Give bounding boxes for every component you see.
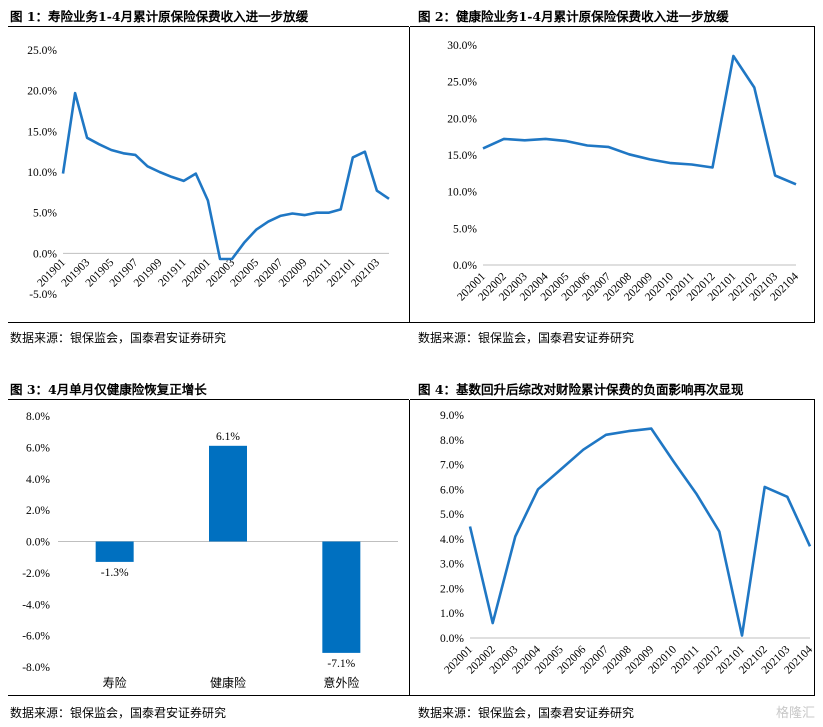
y-tick-label: 6.0% bbox=[440, 484, 464, 496]
chart3-title: 图 3：4月单月仅健康险恢复正增长 bbox=[10, 382, 207, 397]
y-tick-label: 4.0% bbox=[440, 534, 464, 546]
y-tick-label: 5.0% bbox=[440, 509, 464, 521]
series-line bbox=[61, 91, 390, 261]
y-tick-label: 6.0% bbox=[26, 442, 50, 454]
y-tick-label: 4.0% bbox=[26, 474, 50, 486]
chart2-source: 数据来源：银保监会，国泰君安证券研究 bbox=[418, 331, 635, 345]
frame-bottom-top bbox=[8, 322, 815, 323]
y-tick-label: -4.0% bbox=[22, 599, 50, 611]
chart3-april-bar: -8.0% -6.0% -4.0% -2.0% 0.0% 2.0% 4.0% 6.0% 8.0%… bbox=[22, 411, 398, 690]
y-tick-label: 8.0% bbox=[26, 411, 50, 423]
y-tick-label: 10.0% bbox=[447, 187, 477, 199]
chart4-property-insurance-line: 0.0% 1.0% 2.0% 3.0% 4.0% 5.0% 6.0% 7.0% 8.0% 9.0%… bbox=[440, 410, 814, 677]
frame-bottom-bottom bbox=[8, 695, 815, 696]
chart3-source: 数据来源：银保监会，国泰君安证券研究 bbox=[10, 706, 227, 720]
watermark-logo: 格隆汇 bbox=[775, 706, 815, 721]
category-label: 寿险 bbox=[103, 675, 127, 690]
bar-data-label: 6.1% bbox=[216, 431, 240, 443]
y-tick-label: -5.0% bbox=[29, 289, 57, 301]
y-tick-label: 3.0% bbox=[440, 559, 464, 571]
y-tick-label: 2.0% bbox=[26, 505, 50, 517]
y-tick-label: 25.0% bbox=[447, 77, 477, 89]
y-tick-label: 5.0% bbox=[33, 208, 57, 220]
y-tick-label: 10.0% bbox=[27, 167, 57, 179]
y-tick-label: 0.0% bbox=[440, 633, 464, 645]
y-tick-label: 20.0% bbox=[27, 86, 57, 98]
series-line bbox=[468, 427, 812, 637]
bar-data-label: -1.3% bbox=[101, 567, 129, 579]
chart2-title-rule bbox=[410, 26, 815, 27]
y-tick-label: 1.0% bbox=[440, 608, 464, 620]
y-tick-label: 0.0% bbox=[26, 537, 50, 549]
y-tick-label: 15.0% bbox=[27, 126, 57, 138]
chart3-title-rule bbox=[8, 399, 409, 400]
frame-right-top bbox=[814, 27, 815, 323]
y-tick-label: 30.0% bbox=[447, 40, 477, 52]
y-tick-label: -8.0% bbox=[22, 662, 50, 674]
chart1-source: 数据来源：银保监会，国泰君安证券研究 bbox=[10, 331, 227, 345]
y-tick-label: 15.0% bbox=[447, 150, 477, 162]
y-tick-label: 7.0% bbox=[440, 460, 464, 472]
chart2-title: 图 2：健康险业务1-4月累计原保险保费收入进一步放缓 bbox=[418, 9, 729, 24]
bar-0 bbox=[95, 541, 134, 562]
y-tick-label: 2.0% bbox=[440, 583, 464, 595]
y-tick-label: 0.0% bbox=[453, 260, 477, 272]
category-label: 意外险 bbox=[323, 675, 359, 690]
chart1-life-insurance-line: -5.0%0.0%5.0%10.0%15.0%20.0%25.0%2019012… bbox=[27, 45, 390, 301]
chart1-title: 图 1：寿险业务1-4月累计原保险保费收入进一步放缓 bbox=[10, 9, 309, 24]
y-tick-label: 8.0% bbox=[440, 435, 464, 447]
y-tick-label: 5.0% bbox=[453, 223, 477, 235]
chart4-source: 数据来源：银保监会，国泰君安证券研究 bbox=[418, 706, 635, 720]
y-tick-label: 9.0% bbox=[440, 410, 464, 422]
y-tick-label: -2.0% bbox=[22, 568, 50, 580]
chart2-health-insurance-line: 0.0%5.0%10.0%15.0%20.0%25.0%30.0%2020012… bbox=[447, 40, 801, 304]
bar-data-label: -7.1% bbox=[327, 658, 355, 670]
y-tick-label: 25.0% bbox=[27, 45, 57, 57]
series-line bbox=[482, 54, 797, 186]
frame-divider-bottom bbox=[409, 400, 410, 696]
frame-divider-top bbox=[409, 27, 410, 323]
frame-right-bottom bbox=[814, 400, 815, 696]
y-tick-label: 0.0% bbox=[33, 248, 57, 260]
chart4-title: 图 4：基数回升后综改对财险累计保费的负面影响再次显现 bbox=[418, 382, 744, 397]
y-tick-label: -6.0% bbox=[22, 631, 50, 643]
chart4-title-rule bbox=[410, 399, 815, 400]
category-label: 健康险 bbox=[210, 675, 246, 690]
bar-1 bbox=[209, 445, 247, 542]
bar-2 bbox=[322, 541, 361, 653]
y-tick-label: 20.0% bbox=[447, 113, 477, 125]
chart1-title-rule bbox=[8, 26, 409, 27]
